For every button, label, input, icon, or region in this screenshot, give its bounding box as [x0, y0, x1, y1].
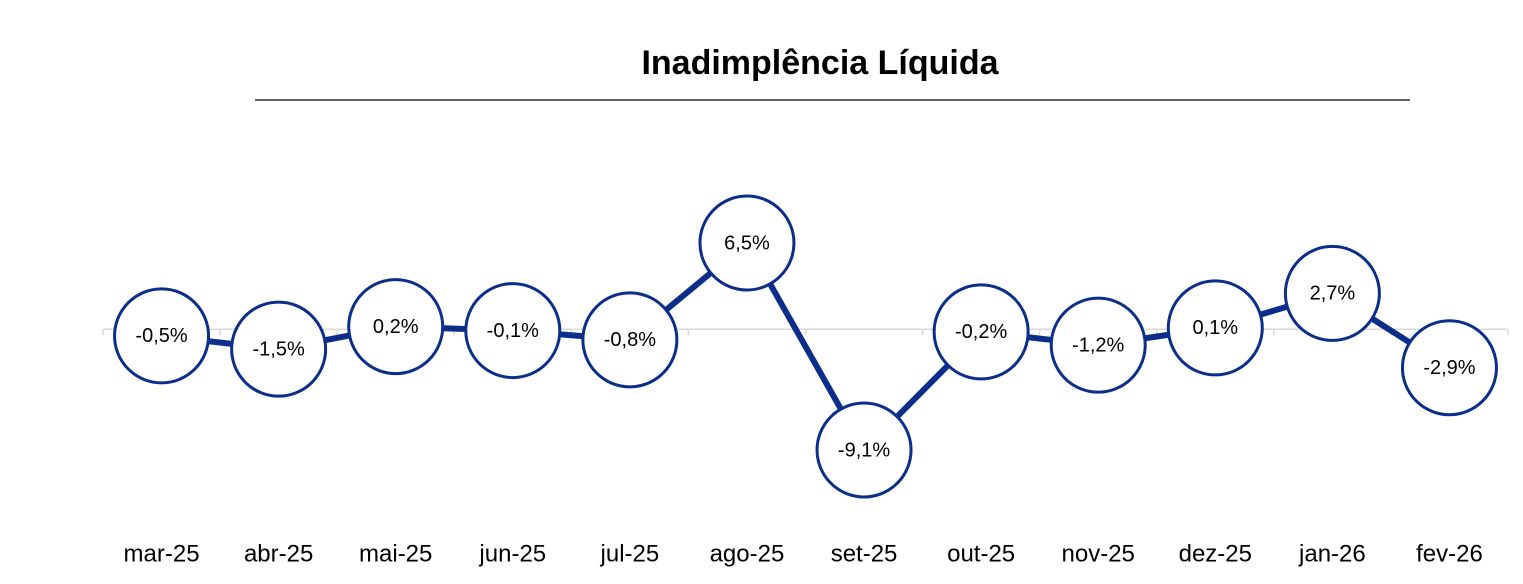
point-marker [932, 283, 1030, 381]
data-label: -0,5% [135, 325, 187, 347]
point-marker [581, 291, 679, 389]
point-marker [1283, 244, 1381, 342]
x-tick-label: jan-26 [1298, 540, 1366, 567]
x-tick-label: out-25 [947, 540, 1015, 567]
data-label: -2,9% [1423, 357, 1475, 379]
point-marker [698, 194, 796, 292]
data-label: -9,1% [838, 439, 890, 461]
data-label: -0,8% [604, 329, 656, 351]
data-label: 0,1% [1192, 317, 1238, 339]
data-label: -0,2% [955, 321, 1007, 343]
x-tick-label: jul-25 [600, 540, 660, 567]
point-marker [347, 278, 445, 376]
point-marker [113, 287, 211, 385]
data-label: 0,2% [373, 316, 419, 338]
data-label: 6,5% [724, 232, 770, 254]
point-marker [815, 401, 913, 499]
x-tick-label: mar-25 [124, 540, 200, 567]
point-marker [230, 300, 328, 398]
data-label: -0,1% [487, 320, 539, 342]
data-label: -1,2% [1072, 334, 1124, 356]
x-tick-label: abr-25 [244, 540, 313, 567]
point-marker [1166, 279, 1264, 377]
point-marker [464, 282, 562, 380]
x-tick-label: ago-25 [710, 540, 785, 567]
point-marker [1049, 296, 1147, 394]
point-marker [1400, 319, 1498, 417]
data-label: -1,5% [253, 338, 305, 360]
chart-title: Inadimplência Líquida [641, 44, 999, 82]
data-label: 2,7% [1310, 283, 1356, 305]
x-tick-label: set-25 [831, 540, 898, 567]
x-tick-label: jun-25 [478, 540, 546, 567]
x-tick-label: dez-25 [1179, 540, 1252, 567]
x-tick-label: mai-25 [359, 540, 432, 567]
x-tick-label: fev-26 [1416, 540, 1483, 567]
x-tick-label: nov-25 [1062, 540, 1135, 567]
